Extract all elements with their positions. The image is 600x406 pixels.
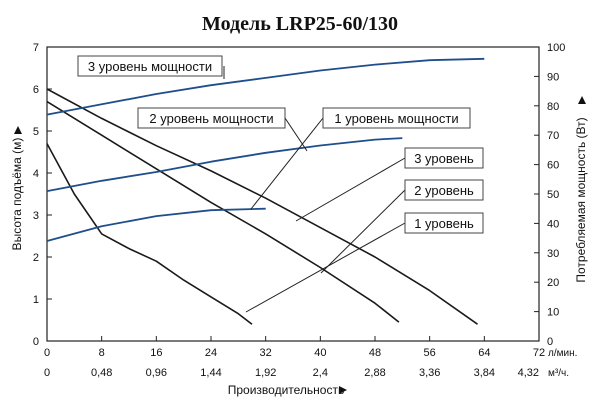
x2-tick-label: 2,4	[313, 367, 328, 379]
curve-label-4: 3 уровень	[295, 147, 484, 222]
label-leader-line	[245, 222, 406, 313]
y-axis-right-arrow-icon	[578, 96, 586, 104]
y-left-tick-label: 0	[33, 336, 39, 348]
label-text: 2 уровень	[414, 183, 474, 198]
y-right-tick-label: 100	[547, 42, 565, 54]
y-left-tick-label: 1	[33, 294, 39, 306]
x-tick-label: 32	[260, 347, 272, 359]
curve-label-2: 2 уровень мощности	[137, 107, 308, 152]
x-tick-label: 56	[424, 347, 436, 359]
y-left-tick-label: 6	[33, 84, 39, 96]
x2-tick-label: 1,92	[255, 367, 276, 379]
x2-tick-label: 4,32	[518, 367, 539, 379]
y-axis-left: 0 1 2 3 4 5 6 7	[33, 42, 52, 348]
x2-tick-label: 0,96	[146, 367, 167, 379]
series-layer	[46, 57, 485, 325]
y-axis-right-label: Потребляемая мощность (Вт)	[574, 117, 588, 282]
x-tick-label: 64	[478, 347, 490, 359]
x-tick-label: 24	[205, 347, 217, 359]
x2-tick-label: 0	[44, 367, 50, 379]
x-unit-m3h: м³/ч.	[548, 368, 569, 379]
x-axis-title: Производительность	[228, 383, 347, 397]
x-axis-lpm: 0 8 16 24 32 40 48 56 64 72	[44, 336, 545, 359]
x-axis-arrow-icon	[339, 386, 347, 394]
curve-label-6: 1 уровень	[245, 212, 484, 313]
power-curve-2	[46, 137, 403, 192]
y-axis-left-title: Высота подъёма (м)	[10, 126, 24, 250]
y-right-tick-label: 0	[547, 336, 553, 348]
y-left-tick-label: 2	[33, 252, 39, 264]
x2-tick-label: 3,36	[419, 367, 440, 379]
y-left-tick-label: 4	[33, 168, 39, 180]
x-axis-m3h: 0 0,48 0,96 1,44 1,92 2,4 2,88 3,36 3,84 4,32	[44, 367, 539, 379]
x2-tick-label: 1,44	[200, 367, 221, 379]
head-curve-1	[46, 143, 253, 325]
y-left-tick-label: 3	[33, 210, 39, 222]
y-right-tick-label: 40	[547, 218, 559, 230]
label-text: 2 уровень мощности	[149, 111, 273, 126]
x-tick-label: 0	[44, 347, 50, 359]
power-curve-1	[46, 207, 266, 242]
label-text: 3 уровень мощности	[88, 59, 212, 74]
y-right-tick-label: 90	[547, 71, 559, 83]
label-text: 1 уровень	[414, 216, 474, 231]
y-left-tick-label: 7	[33, 42, 39, 54]
x-tick-label: 8	[99, 347, 105, 359]
power-curve-3	[46, 57, 485, 116]
curve-labels: 3 уровень мощности 2 уровень мощности 1 ур…	[77, 55, 484, 313]
label-leader-line	[320, 189, 406, 274]
head-curve-2	[46, 100, 400, 323]
x-tick-label: 48	[369, 347, 381, 359]
curve-label-5: 2 уровень	[320, 179, 484, 274]
label-box	[404, 212, 484, 234]
label-leader-line	[284, 117, 308, 152]
y-right-tick-label: 60	[547, 160, 559, 172]
x2-tick-label: 0,48	[91, 367, 112, 379]
label-box	[77, 55, 223, 77]
label-box	[137, 107, 286, 129]
y-right-tick-label: 20	[547, 277, 559, 289]
x-tick-label: 16	[150, 347, 162, 359]
label-box	[404, 147, 484, 169]
label-text: 1 уровень мощности	[334, 111, 458, 126]
y-right-tick-label: 30	[547, 248, 559, 260]
y-right-tick-label: 80	[547, 101, 559, 113]
x-tick-label: 40	[314, 347, 326, 359]
label-box	[322, 107, 471, 129]
y-axis-right-title: Потребляемая мощность (Вт)	[574, 96, 588, 283]
label-box	[404, 179, 484, 201]
y-right-tick-label: 70	[547, 130, 559, 142]
y-axis-left-arrow-icon	[14, 126, 22, 134]
label-text: 3 уровень	[414, 151, 474, 166]
x2-tick-label: 3,84	[474, 367, 495, 379]
y-right-tick-label: 10	[547, 307, 559, 319]
y-axis-right: 0 10 20 30 40 50 60 70 80 90 100	[534, 42, 565, 348]
head-curve-3	[46, 88, 478, 325]
x-unit-lpm: л/мин.	[548, 348, 577, 359]
x2-tick-label: 2,88	[364, 367, 385, 379]
label-leader-line	[250, 117, 324, 210]
curve-label-3: 1 уровень мощности	[250, 107, 471, 210]
y-left-tick-label: 5	[33, 126, 39, 138]
x-tick-label: 72	[533, 347, 545, 359]
x-axis-label: Производительность	[228, 383, 344, 397]
curve-label-1: 3 уровень мощности	[77, 55, 225, 79]
y-axis-left-label: Высота подъёма (м)	[10, 138, 24, 251]
chart-title: Модель LRP25-60/130	[202, 13, 398, 35]
label-leader-line	[295, 157, 406, 222]
y-right-tick-label: 50	[547, 189, 559, 201]
